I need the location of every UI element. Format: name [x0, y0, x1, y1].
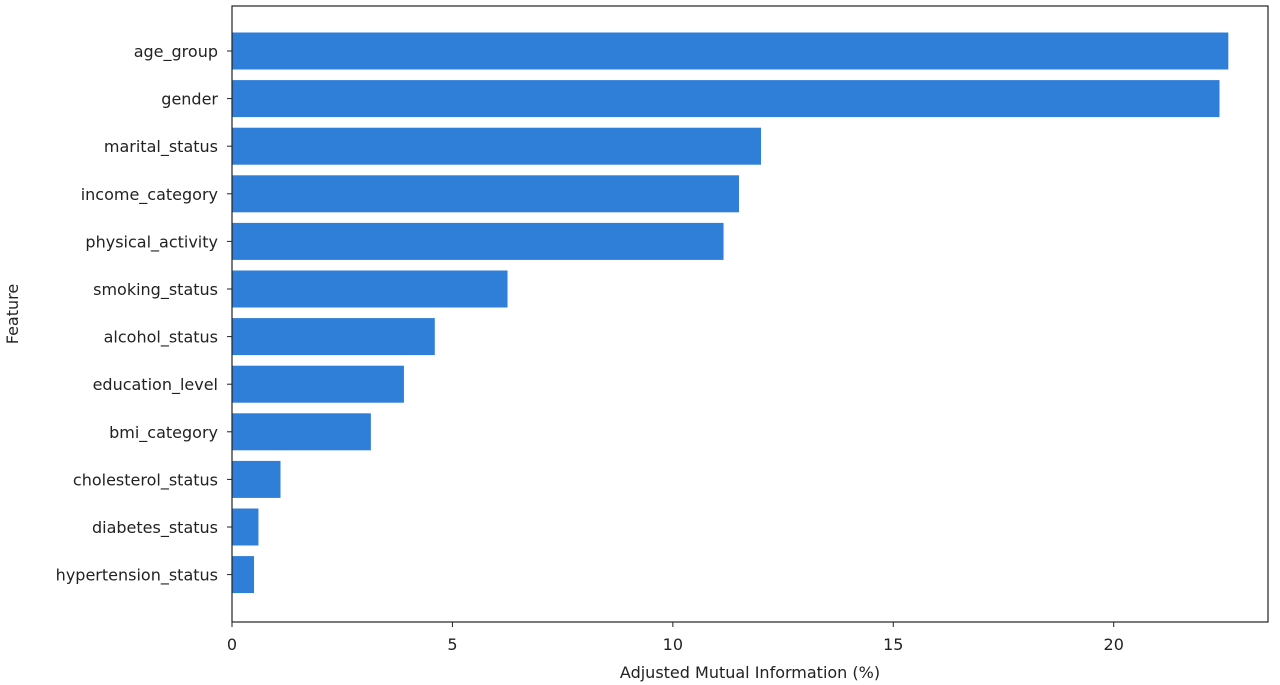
bar-education-level: [232, 365, 404, 403]
bar-hypertension-status: [232, 556, 255, 594]
bar-diabetes-status: [232, 508, 259, 546]
bars-group: [232, 32, 1229, 594]
y-tick-label: diabetes_status: [92, 518, 218, 538]
bar-gender: [232, 80, 1220, 118]
x-tick-label: 20: [1104, 635, 1124, 654]
bar-alcohol-status: [232, 318, 435, 356]
y-tick-label: cholesterol_status: [73, 470, 218, 490]
y-tick-label: education_level: [93, 375, 218, 395]
y-tick-label: bmi_category: [109, 423, 218, 443]
y-tick-label: age_group: [134, 42, 218, 62]
x-ticks-group: 0 5 10 15 20: [227, 622, 1124, 654]
x-tick-label: 10: [663, 635, 683, 654]
x-axis-label: Adjusted Mutual Information (%): [620, 663, 880, 682]
bar-physical-activity: [232, 222, 724, 260]
x-tick-label: 5: [447, 635, 457, 654]
y-tick-label: alcohol_status: [104, 328, 218, 348]
bar-cholesterol-status: [232, 460, 281, 498]
y-axis-label: Feature: [3, 284, 22, 344]
y-tick-label: gender: [161, 90, 218, 109]
y-tick-label: physical_activity: [85, 232, 218, 252]
y-tick-label: marital_status: [104, 137, 218, 157]
x-tick-label: 15: [883, 635, 903, 654]
x-tick-label: 0: [227, 635, 237, 654]
bar-bmi-category: [232, 413, 371, 451]
y-tick-label: income_category: [81, 185, 218, 205]
bar-smoking-status: [232, 270, 508, 308]
bar-marital-status: [232, 127, 762, 165]
plot-frame: [231, 5, 1269, 623]
y-tick-label: smoking_status: [93, 280, 218, 300]
y-tick-label: hypertension_status: [56, 566, 218, 586]
bar-income-category: [232, 175, 739, 213]
bar-age-group: [232, 32, 1229, 70]
